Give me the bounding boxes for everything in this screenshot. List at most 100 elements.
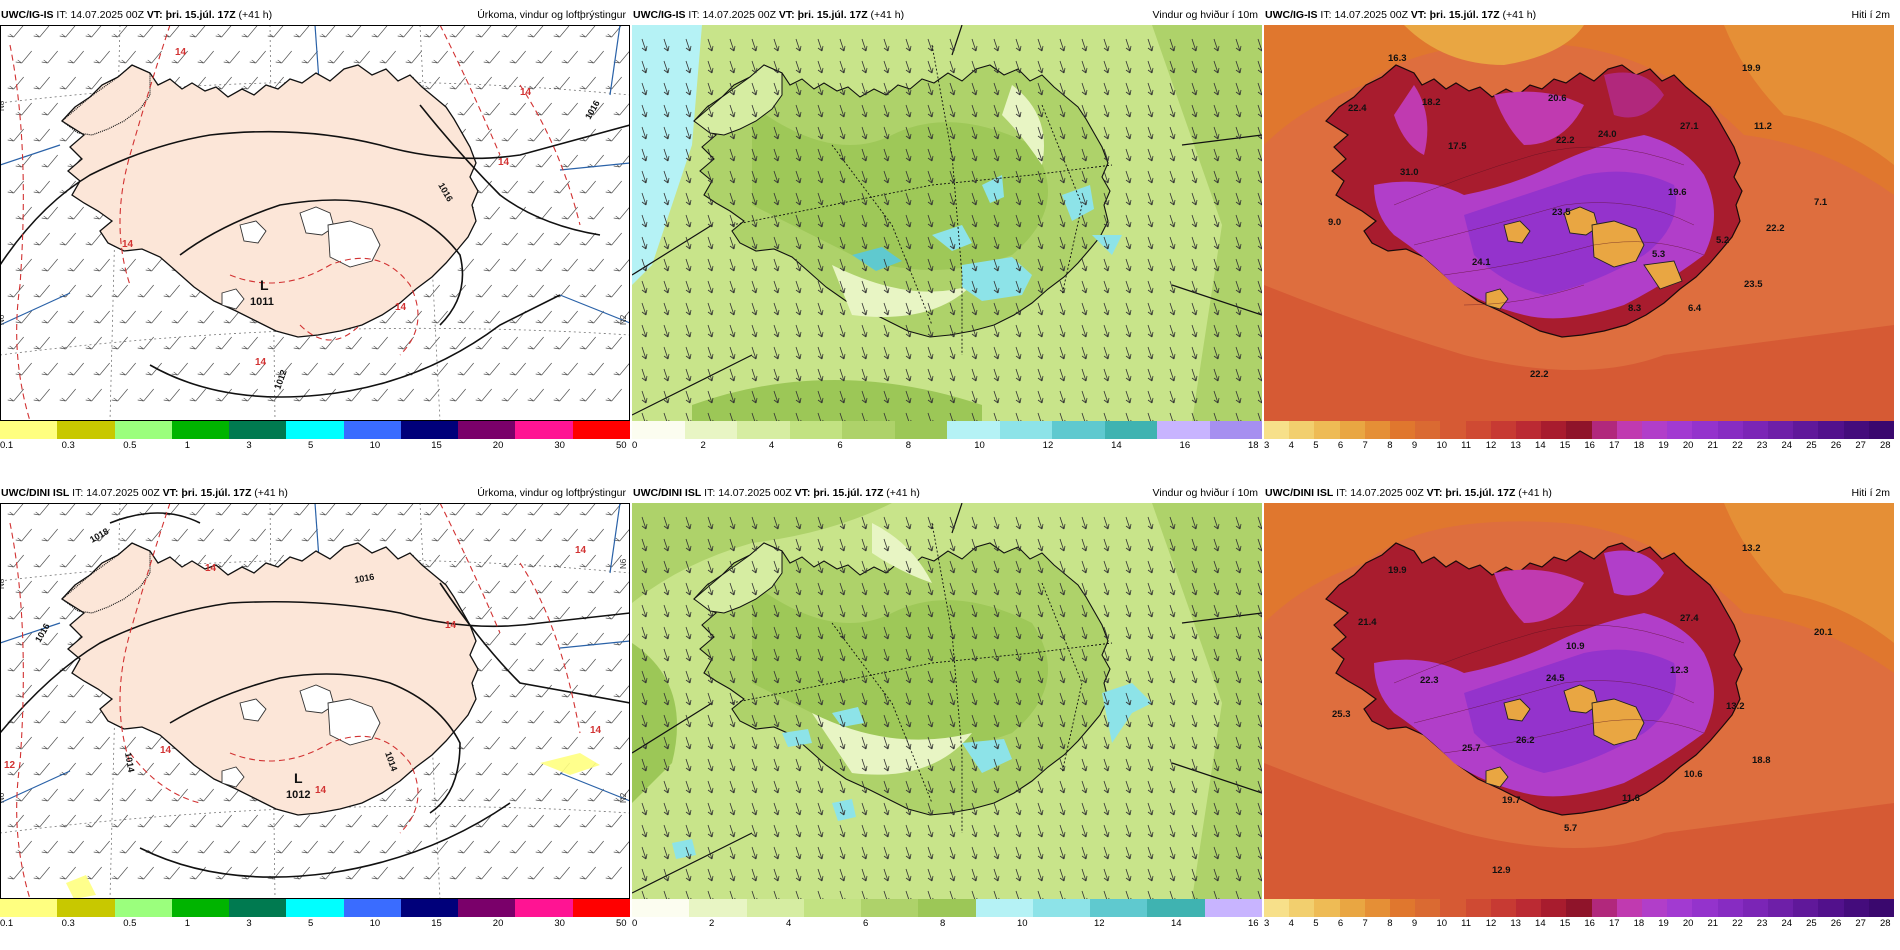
wind-arrows-layer — [641, 516, 1262, 899]
panel-title: Úrkoma, vindur og loftþrýstingur — [477, 9, 626, 21]
colorbar-tick: 15 — [431, 440, 442, 451]
vt-label: VT: — [162, 487, 179, 499]
colorbar-segment — [632, 421, 685, 439]
temp-value: 17.5 — [1448, 141, 1467, 152]
colorbar-tick: 28 — [1880, 918, 1891, 929]
temp-value: 26.2 — [1516, 735, 1535, 746]
panel-title: Vindur og hviður í 10m — [1152, 9, 1258, 21]
colorbar-segment — [999, 421, 1052, 439]
colorbar-tick: 6 — [863, 918, 869, 929]
wind-colorbar — [632, 421, 1262, 439]
panel-wind-igis: UWC/IG-IS IT: 14.07.2025 00Z VT: þri. 15… — [632, 6, 1262, 472]
colorbar-segment — [400, 899, 459, 917]
panel-temp-dini: UWC/DINI ISL IT: 14.07.2025 00Z VT: þri.… — [1264, 484, 1894, 950]
temp-label: 14 — [445, 620, 457, 631]
colorbar-tick: 2 — [709, 918, 715, 929]
low-pressure-symbol: L — [260, 277, 269, 293]
colorbar-segment — [1616, 899, 1643, 917]
precip-colorbar — [0, 421, 630, 439]
vt-time: þri. 15.júl. 17Z — [1429, 9, 1500, 21]
colorbar-segment — [171, 899, 230, 917]
colorbar-tick: 0.1 — [0, 440, 14, 451]
panel-title: Úrkoma, vindur og loftþrýstingur — [477, 487, 626, 499]
colorbar-tick: 10 — [974, 440, 985, 451]
vt-time: þri. 15.júl. 17Z — [813, 487, 884, 499]
colorbar-segment — [1616, 421, 1643, 439]
panel-header: UWC/DINI ISL IT: 14.07.2025 00Z VT: þri.… — [0, 484, 630, 502]
vt-time: þri. 15.júl. 17Z — [1445, 487, 1516, 499]
temp-value: 22.4 — [1348, 103, 1367, 114]
vt-label: VT: — [1426, 487, 1443, 499]
colorbar-tick: 10 — [1436, 440, 1448, 451]
colorbar-segment — [114, 421, 172, 439]
it-label: IT: — [72, 487, 84, 499]
colorbar-tick: 0.5 — [123, 440, 137, 451]
it-label: IT: — [704, 487, 716, 499]
temp-label: 12 — [4, 760, 16, 771]
colorbar-segment — [632, 899, 690, 917]
colorbar-segment — [1793, 421, 1819, 439]
panel-temp-igis: UWC/IG-IS IT: 14.07.2025 00Z VT: þri. 15… — [1264, 6, 1894, 472]
colorbar-tick: 16 — [1179, 440, 1191, 451]
colorbar-tick: 15 — [431, 918, 442, 929]
colorbar-segment — [458, 899, 516, 917]
panel-header: UWC/IG-IS IT: 14.07.2025 00Z VT: þri. 15… — [632, 6, 1262, 24]
colorbar-tick: 10 — [1436, 918, 1448, 929]
panel-wind-dini: UWC/DINI ISL IT: 14.07.2025 00Z VT: þri.… — [632, 484, 1262, 950]
panel-precip-dini: UWC/DINI ISL IT: 14.07.2025 00Z VT: þri.… — [0, 484, 630, 950]
colorbar-tick: 16 — [1248, 918, 1259, 929]
it-label: IT: — [56, 9, 68, 21]
colorbar-tick: 19 — [1658, 918, 1669, 929]
temp-label: 14 — [498, 157, 510, 168]
colorbar-tick: 8 — [1387, 440, 1393, 451]
colorbar-segment — [789, 421, 842, 439]
colorbar-segment — [1868, 899, 1894, 917]
colorbar-segment — [1364, 899, 1391, 917]
colorbar-tick: 4 — [1288, 918, 1294, 929]
colorbar-tick: 7 — [1362, 918, 1368, 929]
temp-value: 5.2 — [1716, 235, 1729, 246]
colorbar-tick: 26 — [1830, 440, 1842, 451]
colorbar-tick: 24 — [1781, 918, 1793, 929]
colorbar-tick: 10 — [369, 918, 381, 929]
temp-value: 27.4 — [1680, 613, 1699, 624]
model-name: UWC/IG-IS — [1265, 9, 1318, 21]
colorbar-tick: 11 — [1461, 440, 1471, 451]
colorbar-segment — [400, 421, 459, 439]
temp-value: 10.9 — [1566, 641, 1585, 652]
temp-value: 11.2 — [1754, 121, 1772, 132]
colorbar-tick: 0 — [632, 918, 638, 929]
it-time: 14.07.2025 00Z — [718, 487, 792, 499]
temp-value: 19.9 — [1388, 565, 1407, 576]
grid-label: N8 — [0, 100, 6, 111]
temp-value: 5.7 — [1564, 823, 1577, 834]
colorbar-segment — [1541, 899, 1567, 917]
colorbar-segment — [1209, 421, 1262, 439]
grid-label: N8 — [0, 578, 6, 589]
colorbar-segment — [746, 899, 804, 917]
it-label: IT: — [1320, 9, 1332, 21]
colorbar-tick: 3 — [1264, 440, 1270, 451]
colorbar-tick: 30 — [554, 918, 565, 929]
lead-time: (+41 h) — [1502, 9, 1537, 21]
colorbar-segment — [1490, 899, 1517, 917]
panel-header: UWC/DINI ISL IT: 14.07.2025 00Z VT: þri.… — [632, 484, 1262, 502]
map-area: 14 14 14 14 14 14 1016 1016 1012 N8 N6 N… — [0, 25, 630, 421]
colorbar-segment — [229, 899, 287, 917]
colorbar-segment — [229, 421, 287, 439]
colorbar-segment — [1566, 899, 1592, 917]
colorbar-segment — [1793, 899, 1819, 917]
temp-label: 14 — [395, 302, 407, 313]
colorbar-segment — [286, 899, 344, 917]
grid-label: N2 — [619, 792, 628, 803]
wind-colorbar-ticks: 0 2 4 6 8 10 12 14 16 18 — [632, 439, 1262, 453]
colorbar-segment — [1516, 899, 1542, 917]
map-area — [632, 25, 1262, 421]
it-time: 14.07.2025 00Z — [86, 487, 160, 499]
isobar-label: 1014 — [123, 752, 136, 773]
wind-arrows-layer — [641, 38, 1262, 421]
colorbar-tick: 0 — [632, 440, 638, 451]
colorbar-tick: 8 — [940, 918, 946, 929]
colorbar-segment — [57, 899, 115, 917]
colorbar-segment — [515, 421, 573, 439]
